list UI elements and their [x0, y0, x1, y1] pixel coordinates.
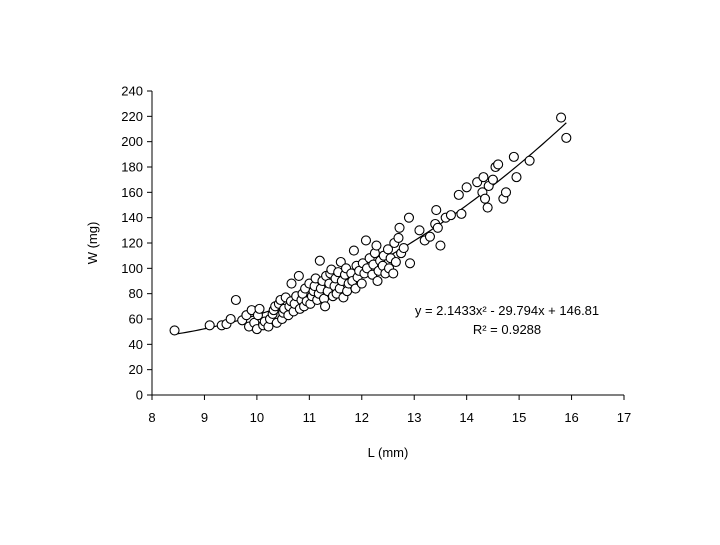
- y-tick-label: 220: [121, 109, 143, 124]
- data-point: [360, 235, 372, 246]
- data-point: [372, 275, 383, 287]
- tick-labels-group: 0 20 40 60 80 100 120 140 160 180 200 220 240 8 9 10 11 1…: [121, 84, 631, 426]
- data-point: [403, 212, 415, 223]
- data-point: [461, 182, 472, 193]
- x-tick-label: 11: [303, 410, 317, 425]
- y-tick-label: 80: [129, 286, 143, 301]
- x-tick-label: 14: [459, 410, 473, 425]
- data-point: [500, 187, 512, 198]
- data-point: [482, 202, 493, 213]
- data-point: [286, 278, 297, 289]
- data-point: [254, 303, 265, 314]
- data-point: [445, 210, 456, 221]
- y-tick-label: 240: [121, 84, 143, 99]
- data-point: [335, 256, 346, 268]
- y-tick-label: 0: [136, 388, 143, 403]
- data-point: [453, 189, 464, 200]
- y-tick-label: 20: [129, 362, 143, 377]
- y-tick-label: 180: [121, 160, 143, 175]
- data-point: [393, 232, 404, 243]
- x-tick-label: 13: [407, 410, 421, 425]
- data-points-group: [169, 112, 572, 336]
- data-point: [556, 112, 567, 123]
- data-point: [348, 245, 359, 256]
- data-point: [293, 270, 304, 281]
- data-point: [398, 243, 409, 254]
- data-point: [508, 151, 519, 162]
- x-tick-label: 9: [201, 410, 208, 425]
- data-point: [414, 225, 425, 236]
- data-point: [388, 268, 399, 279]
- data-point: [511, 172, 522, 183]
- data-point: [204, 320, 215, 331]
- x-tick-label: 8: [148, 410, 155, 425]
- data-point: [314, 255, 325, 266]
- x-axis-label: L (mm): [368, 445, 409, 460]
- data-point: [432, 222, 443, 233]
- trendline-equation: y = 2.1433x² - 29.794x + 146.81: [415, 303, 599, 318]
- axes-group: [147, 90, 625, 400]
- trendline-r-squared: R² = 0.9288: [473, 322, 541, 337]
- y-axis-label: W (mg): [85, 222, 100, 265]
- data-point: [524, 155, 535, 166]
- y-tick-label: 140: [121, 210, 143, 225]
- x-tick-label: 12: [355, 410, 369, 425]
- data-point: [394, 222, 405, 233]
- data-point: [404, 258, 416, 269]
- x-tick-label: 10: [250, 410, 264, 425]
- data-point: [390, 256, 401, 268]
- y-tick-label: 40: [129, 337, 143, 352]
- data-point: [230, 294, 241, 306]
- data-point: [431, 205, 442, 216]
- y-tick-label: 100: [121, 261, 143, 276]
- data-point: [382, 244, 394, 255]
- data-point: [561, 132, 572, 143]
- data-point: [456, 208, 467, 219]
- data-point: [435, 240, 446, 251]
- data-point: [424, 231, 436, 242]
- x-tick-label: 16: [564, 410, 578, 425]
- y-tick-label: 200: [121, 134, 143, 149]
- data-point: [356, 278, 367, 289]
- x-tick-label: 17: [617, 410, 631, 425]
- data-point: [225, 313, 236, 325]
- data-point: [487, 174, 498, 185]
- y-tick-label: 160: [121, 185, 143, 200]
- data-point: [320, 301, 331, 312]
- y-tick-label: 120: [121, 236, 143, 251]
- y-tick-label: 60: [129, 312, 143, 327]
- data-point: [493, 159, 504, 170]
- x-tick-label: 15: [512, 410, 526, 425]
- data-point: [169, 325, 180, 336]
- data-point: [479, 193, 491, 204]
- data-point: [371, 240, 382, 251]
- data-point: [478, 172, 489, 183]
